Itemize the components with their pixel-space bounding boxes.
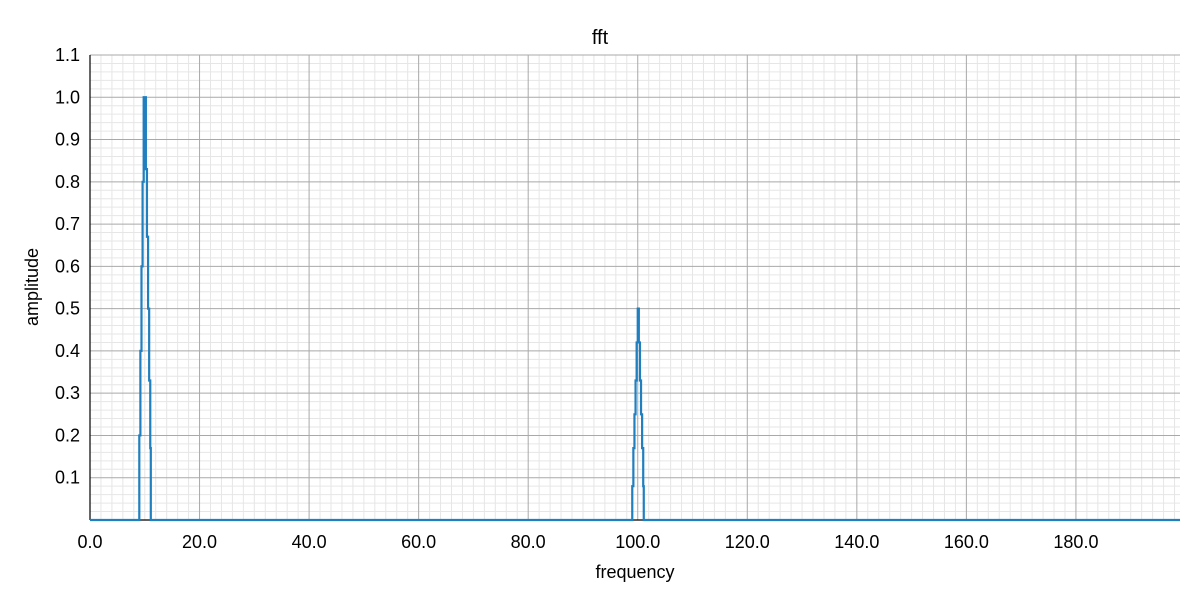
x-tick-label: 100.0 — [615, 532, 660, 552]
y-tick-label: 0.3 — [55, 383, 80, 403]
x-tick-label: 180.0 — [1053, 532, 1098, 552]
y-tick-label: 0.7 — [55, 214, 80, 234]
y-tick-label: 0.9 — [55, 130, 80, 150]
y-tick-label: 0.4 — [55, 341, 80, 361]
x-tick-label: 40.0 — [292, 532, 327, 552]
y-tick-label: 1.0 — [55, 87, 80, 107]
x-tick-label: 80.0 — [511, 532, 546, 552]
x-tick-label: 60.0 — [401, 532, 436, 552]
y-tick-label: 1.1 — [55, 45, 80, 65]
x-tick-label: 160.0 — [944, 532, 989, 552]
y-tick-labels: 0.1 0.2 0.3 0.4 0.5 0.6 0.7 0.8 0.9 1.0 1.1 — [55, 45, 80, 488]
major-grid — [90, 54, 1180, 520]
series-line-0 — [90, 96, 1180, 522]
y-tick-label: 0.1 — [55, 468, 80, 488]
x-tick-label: 20.0 — [182, 532, 217, 552]
y-tick-label: 0.2 — [55, 425, 80, 445]
x-axis-title: frequency — [595, 562, 674, 582]
x-tick-labels: 0.0 20.0 40.0 60.0 80.0 100.0 120.0 140.0 160.0 1… — [77, 532, 1098, 552]
y-tick-label: 0.6 — [55, 256, 80, 276]
y-tick-label: 0.8 — [55, 172, 80, 192]
x-tick-label: 0.0 — [77, 532, 102, 552]
y-tick-label: 0.5 — [55, 299, 80, 319]
x-tick-label: 120.0 — [725, 532, 770, 552]
chart-title: fft — [592, 27, 609, 49]
y-axis-title: amplitude — [22, 248, 42, 326]
x-tick-label: 140.0 — [834, 532, 879, 552]
axes — [89, 55, 1180, 521]
minor-grid — [90, 55, 1180, 520]
series-layer — [90, 96, 1180, 522]
